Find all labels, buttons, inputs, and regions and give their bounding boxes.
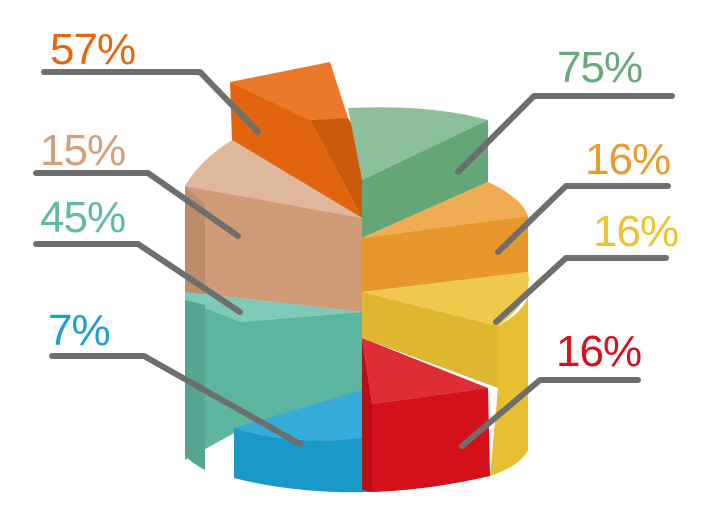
slice-16-face-0 [362, 182, 528, 238]
slice-16-face-2 [362, 338, 372, 492]
slice-16-face-1 [362, 216, 528, 292]
slice-16-face-2 [490, 290, 529, 476]
slice-label-16-red: 16% [556, 327, 642, 376]
slice-57-face-1 [230, 82, 362, 218]
slice-16-face-0 [362, 272, 529, 326]
slice-label-57: 57% [50, 25, 136, 74]
leader-line-57 [41, 69, 261, 135]
slices-layer [185, 62, 529, 493]
slice-16-face-1 [372, 388, 490, 492]
slice-75-face-1 [362, 120, 488, 238]
slice-label-16-yellow: 16% [593, 207, 679, 256]
slice-label-45: 45% [40, 193, 126, 242]
slice-15-face-1 [185, 186, 362, 312]
slice-label-75: 75% [557, 43, 643, 92]
slice-16-face-0 [362, 338, 488, 404]
slice-label-16-orange: 16% [585, 135, 671, 184]
slice-75-face-0 [348, 107, 488, 180]
slice-45-face-0 [185, 292, 362, 322]
slice-label-7: 7% [48, 306, 111, 355]
slice-15-face-0 [185, 140, 362, 218]
leader-line-7 [49, 353, 303, 447]
slice-16-face-1 [362, 292, 498, 388]
leader-line-45 [33, 241, 243, 315]
leader-line-16 [493, 255, 669, 325]
slice-57-face-2 [310, 118, 362, 218]
slice-label-15: 15% [40, 126, 126, 175]
slice-45-face-1 [185, 300, 362, 460]
slice-15-face-2 [185, 186, 205, 300]
leader-line-16 [495, 183, 671, 255]
leader-line-15 [33, 170, 241, 239]
leader-lines [33, 69, 675, 449]
slice-7-face-1 [234, 428, 372, 493]
leader-line-16 [459, 377, 641, 449]
slice-57-face-0 [230, 62, 348, 120]
leader-line-75 [455, 93, 675, 175]
